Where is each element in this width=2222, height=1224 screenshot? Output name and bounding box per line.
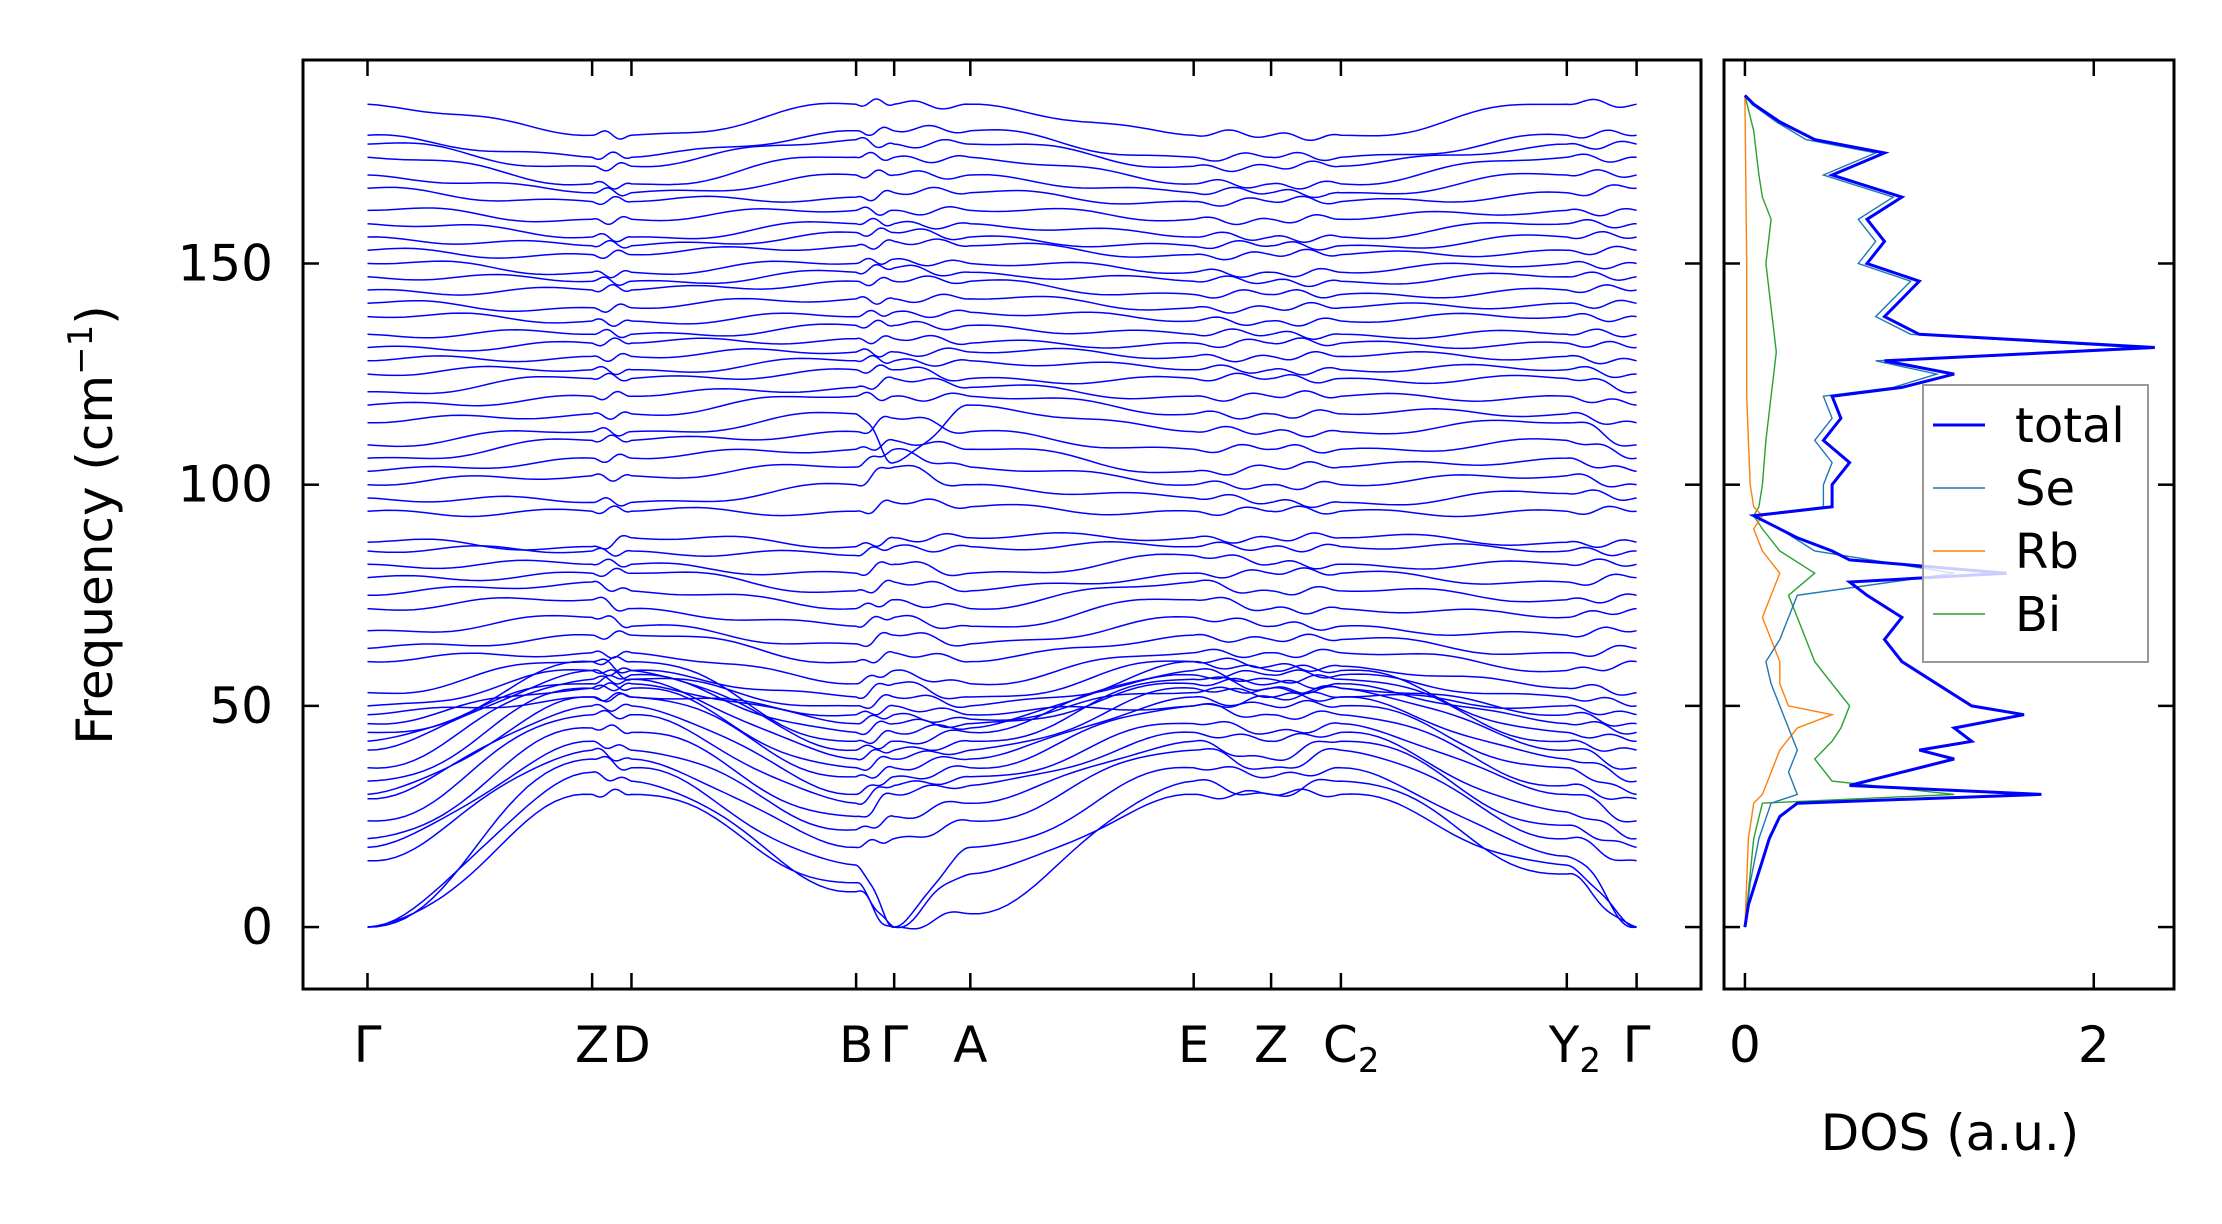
band-line (367, 657, 1637, 700)
band-line (367, 702, 1637, 800)
band-line (367, 579, 1637, 610)
y-axis-label-superscript: −1 (61, 325, 101, 375)
band-line (367, 206, 1637, 226)
y-axis-label-close: ) (66, 305, 124, 325)
x-axis-label-dos: DOS (a.u.) (1821, 1104, 2080, 1162)
band-line (367, 709, 1637, 823)
band-line (367, 788, 1637, 929)
k-point-label: Y2 (1548, 1016, 1601, 1081)
band-line (367, 630, 1637, 664)
band-line (367, 169, 1637, 199)
band-line (367, 391, 1637, 426)
band-line (367, 227, 1637, 251)
band-line (367, 364, 1637, 395)
band-line (367, 136, 1637, 173)
band-line (367, 648, 1637, 686)
band-line (367, 531, 1637, 551)
k-point-label: Z (1254, 1016, 1288, 1074)
band-line (367, 724, 1637, 840)
band-line (367, 263, 1637, 288)
band-line (367, 682, 1637, 727)
band-line (367, 257, 1637, 279)
band-line (367, 553, 1637, 577)
legend: total Se Rb Bi (1922, 384, 2149, 663)
band-line (367, 747, 1637, 862)
y-tick-label: 0 (241, 898, 273, 956)
band-line (367, 415, 1637, 460)
band-line (367, 682, 1637, 783)
band-line (367, 309, 1637, 327)
y-axis-label: Frequency (cm−1) (61, 305, 124, 745)
legend-label-bi: Bi (2015, 587, 2061, 643)
dos-x-tick-label: 0 (1729, 1016, 1761, 1074)
y-tick-label: 150 (178, 234, 273, 292)
legend-label-total: total (2015, 398, 2125, 454)
dos-line-bi (1744, 95, 1955, 928)
band-line (367, 124, 1637, 162)
k-point-label: D (612, 1016, 651, 1074)
y-tick-label: 50 (209, 677, 273, 735)
legend-label-se: Se (2015, 461, 2075, 517)
band-line (367, 675, 1637, 770)
band-line (367, 151, 1637, 190)
band-line (367, 319, 1637, 340)
band-line (367, 464, 1637, 509)
band-axes-frame (301, 58, 1703, 991)
k-point-label: A (953, 1016, 987, 1074)
band-line (367, 447, 1637, 491)
dos-x-tick-label: 2 (2078, 1016, 2110, 1074)
k-point-label: Z (575, 1016, 609, 1074)
k-point-label: E (1178, 1016, 1210, 1074)
k-point-label: B (839, 1016, 873, 1074)
band-line (367, 334, 1637, 352)
band-line (367, 354, 1637, 379)
legend-box (1922, 384, 2149, 663)
dos-axes-frame (1722, 58, 2176, 991)
band-line (367, 655, 1637, 745)
k-point-subscript: 2 (1579, 1041, 1601, 1081)
band-line (367, 691, 1637, 717)
band-line (367, 739, 1637, 849)
dos-line-se (1744, 94, 2138, 928)
band-line (367, 404, 1637, 464)
band-structure-lines (367, 98, 1637, 930)
band-line (367, 771, 1637, 930)
dos-line-rb (1744, 95, 1835, 928)
band-line (367, 667, 1637, 752)
band-line (367, 596, 1637, 630)
k-point-label: C2 (1323, 1016, 1380, 1081)
band-line (367, 347, 1637, 365)
dos-line-total (1743, 94, 2155, 928)
band-line (367, 614, 1637, 648)
band-line (367, 541, 1637, 557)
k-point-label: Γ (1623, 1016, 1651, 1074)
band-line (367, 238, 1637, 261)
y-axis-label-text: Frequency (cm (66, 375, 124, 745)
band-line (367, 98, 1637, 142)
k-point-label: Γ (880, 1016, 908, 1074)
band-line (367, 691, 1637, 796)
band-line (367, 755, 1637, 929)
band-line (367, 567, 1637, 594)
legend-label-rb: Rb (2015, 524, 2079, 580)
k-point-subscript: 2 (1358, 1041, 1380, 1081)
band-line (367, 376, 1637, 407)
band-line (367, 275, 1637, 299)
band-line (367, 498, 1637, 518)
band-line (367, 217, 1637, 243)
k-point-label: Γ (354, 1016, 382, 1074)
y-tick-label: 100 (178, 456, 273, 514)
band-line (367, 184, 1637, 207)
band-line (367, 673, 1637, 736)
band-line (367, 293, 1637, 314)
band-line (367, 438, 1637, 476)
band-line (367, 668, 1637, 710)
dos-lines (1743, 94, 2155, 928)
